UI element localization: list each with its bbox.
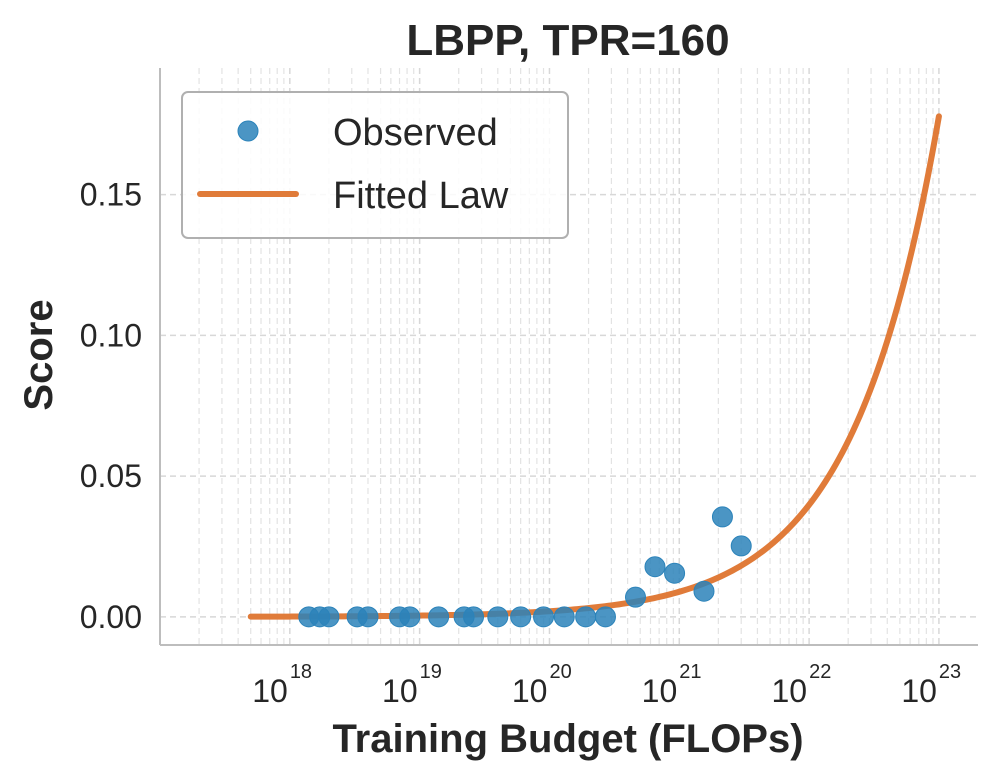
observed-point <box>463 606 485 628</box>
x-tick-label: 10 <box>252 673 288 709</box>
legend-observed-marker <box>237 120 259 142</box>
observed-point <box>730 535 752 557</box>
chart-title: LBPP, TPR=160 <box>406 16 729 65</box>
x-tick-label: 10 <box>901 673 937 709</box>
x-tick-exponent: 23 <box>939 661 961 683</box>
legend-fitted-label: Fitted Law <box>333 175 509 217</box>
x-axis-label: Training Budget (FLOPs) <box>332 717 803 761</box>
legend-observed-label: Observed <box>333 112 498 154</box>
x-tick-exponent: 21 <box>679 661 701 683</box>
observed-point <box>428 606 450 628</box>
observed-point <box>693 580 715 602</box>
observed-point <box>644 556 666 578</box>
observed-point <box>487 606 509 628</box>
observed-point <box>711 506 733 528</box>
legend-frame <box>181 91 569 239</box>
observed-point <box>625 586 646 608</box>
x-tick-exponent: 22 <box>809 661 831 683</box>
observed-point <box>664 562 686 584</box>
y-ticks: 0.00 0.05 0.10 0.15 <box>80 177 142 635</box>
y-axis-label: Score <box>17 299 61 410</box>
axes <box>159 68 978 646</box>
x-tick-exponent: 19 <box>420 661 442 683</box>
x-tick-exponent: 18 <box>290 661 312 683</box>
x-tick-exponent: 20 <box>549 661 571 683</box>
y-tick-label: 0.10 <box>80 317 142 353</box>
observed-point <box>575 606 597 628</box>
observed-point <box>594 606 616 628</box>
x-tick-label: 10 <box>382 673 418 709</box>
y-tick-label: 0.05 <box>80 458 142 494</box>
observed-point <box>553 606 575 628</box>
observed-point <box>510 606 532 628</box>
legend: Observed Fitted Law <box>181 91 569 239</box>
y-tick-label: 0.00 <box>80 599 142 635</box>
observed-point <box>318 606 340 628</box>
observed-point <box>357 606 379 628</box>
observed-point <box>533 606 555 628</box>
observed-point <box>399 606 421 628</box>
x-tick-label: 10 <box>772 673 808 709</box>
x-tick-label: 10 <box>642 673 678 709</box>
y-tick-label: 0.15 <box>80 177 142 213</box>
x-tick-label: 10 <box>512 673 548 709</box>
observed-series <box>298 506 752 628</box>
